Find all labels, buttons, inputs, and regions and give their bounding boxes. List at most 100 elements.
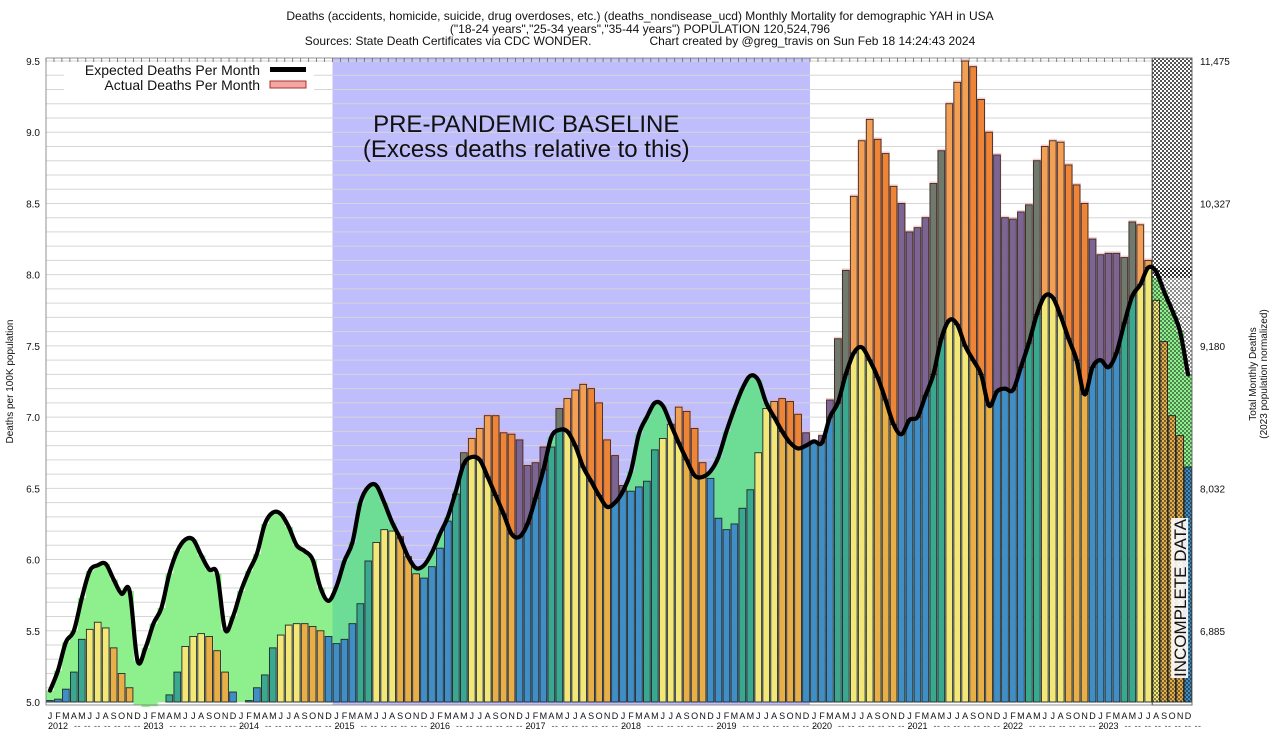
actual-bar <box>794 447 802 703</box>
excess-bar <box>507 433 516 535</box>
actual-bar <box>1136 284 1145 703</box>
x-month-label: D <box>230 711 237 721</box>
deficit-area <box>634 434 644 487</box>
x-month-label: M <box>253 711 261 721</box>
actual-bar <box>284 624 293 703</box>
actual-bar <box>189 636 198 703</box>
actual-bar <box>125 687 134 703</box>
actual-bar <box>292 623 301 703</box>
deficit-area <box>141 647 150 707</box>
deficit-area <box>324 600 333 637</box>
y-axis-label: Deaths per 100K population <box>5 320 16 444</box>
actual-bar <box>650 449 659 703</box>
deficit-area <box>380 502 389 530</box>
actual-bar <box>953 324 962 703</box>
actual-bar <box>826 416 834 703</box>
excess-bar <box>873 138 882 378</box>
actual-bar <box>404 556 412 703</box>
excess-bar <box>1048 140 1057 298</box>
x-month-label: A <box>644 711 650 721</box>
excess-bar <box>555 408 564 431</box>
x-month-label: S <box>397 711 403 721</box>
x-month-label: J <box>1098 711 1103 721</box>
actual-bar <box>205 636 213 703</box>
x-month-label: M <box>842 711 850 721</box>
x-month-label: J <box>470 711 475 721</box>
y-right-tick-label: 6,885 <box>1200 627 1225 638</box>
x-month-label: J <box>191 711 196 721</box>
x-month-label: M <box>349 711 357 721</box>
x-month-label: D <box>325 711 332 721</box>
x-month-label: J <box>955 711 960 721</box>
x-month-label: J <box>668 711 673 721</box>
y-right-axis-label: Total Monthly Deaths <box>1248 327 1259 420</box>
actual-bar <box>643 480 651 703</box>
deficit-area <box>428 552 437 567</box>
actual-bar <box>85 628 94 703</box>
x-month-label: S <box>1161 711 1167 721</box>
chart-source-line: Sources: State Death Certificates via CD… <box>0 35 1280 48</box>
x-month-label: S <box>302 711 308 721</box>
excess-bar <box>929 183 938 375</box>
actual-bar <box>897 433 906 703</box>
x-month-label: J <box>143 711 148 721</box>
actual-bar <box>483 476 492 703</box>
incomplete-hatch-top <box>1152 58 1192 278</box>
deficit-area <box>420 565 429 579</box>
incomplete-label-bg <box>1171 518 1189 678</box>
actual-bar <box>778 430 786 703</box>
deficit-area <box>101 563 110 628</box>
actual-bar <box>587 480 595 703</box>
actual-bar <box>802 445 810 703</box>
y-tick-label: 6.0 <box>26 556 40 567</box>
excess-bar <box>1088 238 1097 368</box>
deficit-area <box>754 380 763 453</box>
actual-bar <box>268 647 277 703</box>
x-month-label: A <box>198 711 204 721</box>
actual-bar <box>1009 389 1017 703</box>
x-month-label: O <box>405 711 412 721</box>
excess-bar <box>1064 164 1073 340</box>
deficit-area <box>213 573 222 651</box>
x-month-label: J <box>477 711 482 721</box>
actual-bar <box>1088 366 1097 703</box>
deficit-area <box>746 375 755 490</box>
actual-bar <box>109 647 118 703</box>
x-month-label: M <box>826 711 834 721</box>
x-year-label: 2019 <box>717 721 737 731</box>
actual-bar <box>372 542 381 703</box>
actual-bar <box>730 523 739 703</box>
x-month-label: O <box>309 711 316 721</box>
excess-bar <box>913 227 922 418</box>
excess-bar <box>897 202 906 435</box>
deficit-area <box>372 485 381 543</box>
x-month-label: N <box>317 711 324 721</box>
x-year-dashes: -- -- -- -- -- -- -- -- <box>743 721 820 731</box>
x-month-label: J <box>1043 711 1048 721</box>
legend-expected-swatch <box>270 67 306 72</box>
actual-bar <box>515 536 524 703</box>
x-month-label: J <box>374 711 379 721</box>
x-month-label: J <box>286 711 291 721</box>
actual-bar <box>101 627 110 703</box>
chart-title: Deaths (accidents, homicide, suicide, dr… <box>286 9 994 23</box>
x-month-label: F <box>628 711 634 721</box>
actual-bar <box>499 513 508 703</box>
deficit-area <box>706 471 715 479</box>
x-month-label: O <box>882 711 889 721</box>
actual-bar <box>698 476 707 703</box>
excess-bar <box>953 81 962 325</box>
actual-bar <box>857 346 866 703</box>
x-month-label: N <box>986 711 993 721</box>
x-year-dashes: -- -- -- -- -- -- -- -- <box>456 721 533 731</box>
x-month-label: S <box>779 711 785 721</box>
x-year-label: 2016 <box>430 721 450 731</box>
x-year-dashes: -- -- -- -- -- -- -- -- <box>647 721 724 731</box>
actual-bar <box>985 405 993 703</box>
x-month-label: F <box>151 711 157 721</box>
deficit-area <box>197 555 206 634</box>
actual-bar <box>165 694 174 703</box>
x-month-label: N <box>126 711 133 721</box>
x-month-label: J <box>334 711 339 721</box>
expected-deaths-line <box>47 264 1191 693</box>
